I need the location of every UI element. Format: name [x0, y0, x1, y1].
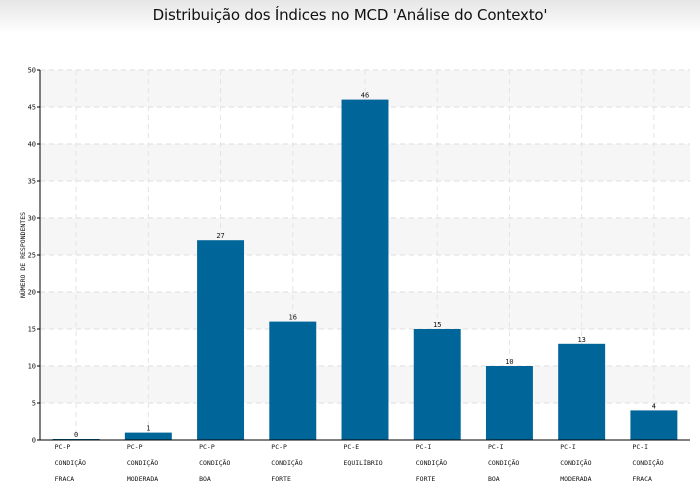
x-category-label: PC-I — [416, 443, 432, 451]
data-label: 10 — [505, 358, 513, 366]
y-tick-label: 0 — [32, 437, 36, 445]
x-category-label: Condição — [127, 458, 158, 467]
data-label: 27 — [216, 232, 224, 240]
x-category-label: Forte — [416, 475, 436, 483]
x-category-label: Condição — [488, 458, 519, 467]
y-tick-label: 20 — [28, 289, 36, 297]
data-labels: 0 1 27 16 46 15 10 13 4 — [74, 92, 656, 439]
y-tick-label: 30 — [28, 215, 36, 223]
x-category-label: PC-I — [632, 443, 648, 451]
x-category-label: PC-P — [127, 443, 143, 451]
bar — [485, 366, 533, 440]
x-category-label: PC-E — [344, 443, 360, 451]
x-category-label: PC-P — [271, 443, 287, 451]
x-category-label: Boa — [199, 475, 211, 483]
x-category-label: Forte — [271, 475, 291, 483]
x-category-label: Fraca — [55, 475, 75, 483]
data-label: 16 — [289, 314, 297, 322]
y-tick-label: 45 — [28, 104, 36, 112]
x-category-label: PC-I — [560, 443, 576, 451]
x-category-label: Equilíbrio — [344, 458, 383, 467]
bars — [52, 99, 678, 440]
y-tick-label: 35 — [28, 178, 36, 186]
x-category-label: Moderada — [560, 475, 591, 483]
x-category-label: Condição — [416, 458, 447, 467]
x-category-label: Condição — [55, 458, 86, 467]
data-label: 0 — [74, 431, 78, 439]
axes — [37, 69, 690, 441]
y-tick-label: 10 — [28, 363, 36, 371]
x-category-label: Fraca — [632, 475, 652, 483]
data-label: 1 — [146, 425, 150, 433]
x-category-label: Condição — [199, 458, 230, 467]
data-label: 15 — [433, 321, 441, 329]
bar — [558, 343, 606, 440]
bar — [413, 329, 461, 440]
x-category-label: Boa — [488, 475, 500, 483]
y-tick-labels: 0 5 10 15 20 25 30 35 40 45 50 — [28, 67, 36, 445]
y-tick-label: 15 — [28, 326, 36, 334]
bar — [269, 321, 317, 440]
x-category-label: Condição — [271, 458, 302, 467]
x-category-label: PC-P — [199, 443, 215, 451]
data-label: 13 — [577, 336, 585, 344]
data-label: 4 — [652, 402, 656, 410]
y-tick-label: 50 — [28, 67, 36, 75]
y-axis-label: Número de respondentes — [18, 212, 27, 298]
x-category-label: PC-P — [55, 443, 71, 451]
x-category-label: PC-I — [488, 443, 504, 451]
bar — [341, 99, 389, 440]
bar — [197, 240, 245, 440]
x-category-label: Condição — [560, 458, 591, 467]
y-tick-label: 25 — [28, 252, 36, 260]
y-tick-label: 40 — [28, 141, 36, 149]
y-tick-label: 5 — [32, 400, 36, 408]
x-category-label: Moderada — [127, 475, 158, 483]
title-bar — [0, 0, 700, 34]
bar — [630, 410, 678, 440]
x-category-labels: PC-P Condição Fraca PC-P Condição Moderada PC-… — [55, 443, 664, 483]
chart-title: Distribuição dos Índices no MCD 'Análise… — [152, 6, 548, 24]
bar — [124, 432, 172, 440]
data-label: 46 — [361, 92, 369, 100]
x-category-label: Condição — [632, 458, 663, 467]
